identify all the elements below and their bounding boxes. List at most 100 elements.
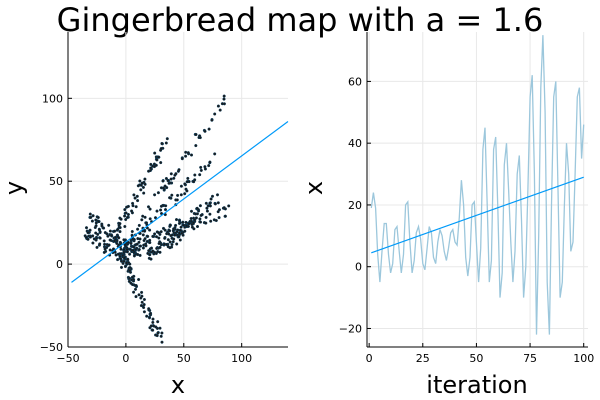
scatter-point [131, 248, 135, 252]
scatter-point [199, 165, 203, 169]
scatter-point [130, 229, 134, 234]
scatter-point [123, 264, 127, 269]
scatter-point [218, 108, 222, 112]
scatter-point [94, 231, 98, 235]
scatter-point [198, 204, 202, 208]
scatter-point [142, 191, 146, 195]
scatter-point [103, 242, 107, 246]
scatter-point [192, 227, 196, 231]
scatter-point [216, 104, 220, 108]
scatter-point [171, 240, 175, 244]
scatter-point [227, 204, 231, 208]
scatter-point [103, 247, 107, 251]
left-x-tick-label: −50 [56, 352, 79, 365]
scatter-point [203, 129, 207, 133]
scatter-point [118, 230, 122, 234]
scatter-point [94, 224, 98, 228]
scatter-point [216, 201, 220, 205]
scatter-point [141, 185, 145, 189]
scatter-point [140, 290, 144, 294]
scatter-point [86, 231, 90, 235]
scatter-point [132, 278, 136, 282]
scatter-point [163, 236, 167, 240]
scatter-point [143, 177, 147, 181]
scatter-point [127, 276, 132, 280]
right-y-tick-label: 0 [355, 261, 362, 274]
scatter-point [166, 238, 170, 242]
scatter-point [160, 141, 164, 146]
scatter-point [136, 252, 140, 257]
scatter-point [134, 205, 138, 209]
scatter-point [193, 218, 197, 222]
scatter-point [179, 184, 183, 188]
scatter-point [141, 246, 145, 250]
scatter-point [147, 169, 151, 173]
scatter-point [164, 204, 168, 208]
scatter-point [158, 326, 162, 330]
scatter-point [222, 94, 226, 98]
left-x-tick-label: 50 [177, 352, 191, 365]
scatter-point [183, 192, 187, 196]
scatter-point [130, 233, 134, 237]
scatter-point [159, 161, 163, 165]
scatter-point [184, 150, 188, 154]
scatter-point [157, 236, 161, 240]
scatter-point [141, 233, 145, 237]
scatter-point [124, 211, 128, 215]
scatter-point [136, 184, 140, 188]
scatter-point [143, 215, 147, 219]
scatter-point [156, 320, 160, 324]
scatter-point [135, 194, 139, 198]
scatter-point [139, 183, 143, 187]
scatter-point [119, 257, 123, 261]
left-fit-line [71, 121, 289, 283]
scatter-point [95, 245, 99, 249]
scatter-point [125, 215, 130, 219]
scatter-point [165, 137, 169, 141]
scatter-point [153, 151, 157, 155]
scatter-point [207, 164, 211, 168]
scatter-point [177, 235, 181, 239]
scatter-point [102, 226, 106, 230]
scatter-point [204, 221, 208, 225]
scatter-point [172, 237, 176, 241]
scatter-point [149, 162, 153, 166]
scatter-point [151, 234, 155, 238]
scatter-point [123, 214, 127, 218]
scatter-point [149, 257, 153, 261]
scatter-point [98, 236, 102, 240]
scatter-point [175, 198, 179, 202]
scatter-point [94, 236, 99, 240]
left-y-tick-label: 50 [49, 175, 63, 188]
scatter-point [128, 269, 132, 273]
scatter-point [156, 191, 160, 195]
scatter-point [157, 241, 161, 246]
scatter-point [175, 230, 179, 234]
scatter-point [165, 242, 169, 247]
scatter-point [124, 261, 129, 265]
left-y-axis-label: y [0, 181, 28, 195]
scatter-point [168, 196, 172, 200]
scatter-point [148, 207, 152, 211]
scatter-point [179, 193, 183, 197]
scatter-point [180, 157, 184, 161]
scatter-point [192, 180, 196, 184]
scatter-point [180, 231, 184, 235]
scatter-point [144, 244, 148, 248]
scatter-point [91, 214, 95, 218]
scatter-panel: x y −50 0 50 100 −50 0 50 100 [0, 32, 289, 399]
scatter-point [131, 204, 135, 208]
scatter-point [191, 221, 195, 225]
scatter-point [216, 210, 220, 214]
scatter-point [157, 231, 161, 235]
scatter-point [223, 214, 227, 218]
left-x-tick-label: 0 [122, 352, 129, 365]
scatter-point [151, 249, 155, 253]
scatter-point [143, 182, 147, 186]
scatter-point [137, 247, 141, 252]
scatter-point [149, 166, 153, 170]
scatter-point [132, 193, 136, 197]
scatter-point [84, 235, 88, 239]
right-x-axis-label: iteration [426, 371, 527, 399]
scatter-point [107, 243, 111, 247]
